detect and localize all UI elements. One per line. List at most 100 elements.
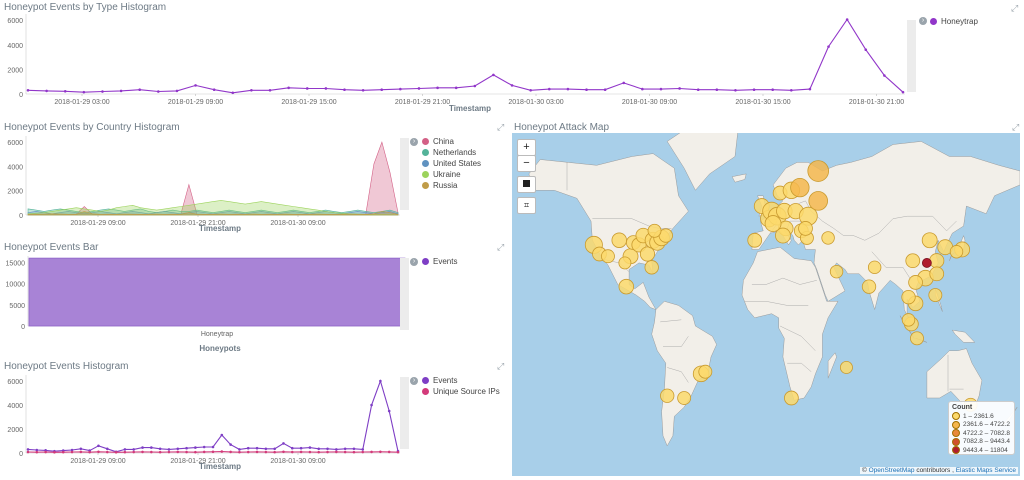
legend-strip (907, 20, 916, 92)
country-border (787, 362, 812, 372)
data-point (352, 447, 356, 451)
attack-marker (905, 253, 921, 269)
data-point (150, 446, 153, 449)
data-point (361, 448, 365, 451)
country-border (663, 336, 689, 347)
elastic-maps-service-link[interactable]: Elastic Maps Service (955, 467, 1017, 474)
data-point (343, 447, 347, 451)
data-point (379, 379, 382, 383)
legend-dot-icon (422, 149, 429, 156)
data-point (305, 87, 309, 90)
zoom-out-button[interactable]: − (517, 155, 536, 172)
legend-dot-icon (930, 18, 937, 25)
legend-strip (400, 258, 409, 330)
data-point (845, 18, 849, 21)
data-point (70, 450, 74, 454)
attack-marker (929, 266, 945, 282)
data-point (167, 448, 171, 451)
legend-dot-icon (422, 388, 429, 395)
data-point (101, 90, 104, 93)
legend-toggle-icon[interactable]: › (410, 377, 418, 385)
area-series-ukraine (27, 200, 399, 216)
y-tick-label: 6000 (7, 140, 23, 147)
data-point (88, 450, 91, 454)
legend-item[interactable]: Unique Source IPs (422, 386, 500, 397)
attack-marker (910, 331, 924, 346)
legend-label: China (433, 137, 454, 146)
fit-bounds-button[interactable]: ⌗ (517, 197, 536, 214)
x-tick-label: 2018-01-30 09:00 (270, 458, 325, 465)
data-point (229, 443, 232, 446)
data-point (105, 450, 109, 454)
data-point (268, 89, 272, 92)
data-point (150, 450, 153, 454)
legend-label: Events (433, 257, 458, 266)
data-point (185, 450, 188, 454)
data-point (282, 442, 285, 445)
x-tick-label: 2018-01-29 09:00 (168, 99, 223, 106)
legend-item[interactable]: Events (422, 256, 457, 267)
attack-map[interactable] (512, 133, 1020, 476)
legend-item[interactable]: Netherlands (422, 147, 481, 158)
legend-toggle-icon[interactable]: › (410, 138, 418, 146)
zoom-in-button[interactable]: + (517, 139, 536, 156)
attribution-mid-text: contributors , (916, 467, 954, 474)
legend-toggle-icon[interactable]: › (410, 258, 418, 266)
y-tick-label: 4000 (7, 403, 23, 410)
data-point (308, 446, 312, 449)
legend-item[interactable]: Events (422, 375, 500, 386)
data-point (370, 403, 373, 407)
x-tick-label: 2018-01-29 15:00 (281, 99, 336, 106)
legend-strip (400, 138, 409, 210)
legend-label: Russia (433, 181, 458, 190)
map-expand-icon[interactable]: ⤢ (1012, 122, 1020, 132)
land-shape (827, 352, 837, 379)
data-point (238, 448, 241, 451)
data-point (399, 87, 402, 91)
attack-marker (829, 264, 844, 279)
legend-item[interactable]: China (422, 136, 481, 147)
events-bar-chart: 0 5000 10000 15000 Honeytrap (6, 256, 406, 338)
expand-icon[interactable]: ⤢ (497, 122, 505, 132)
data-point (70, 448, 74, 452)
data-point (105, 447, 109, 451)
y-tick-label: 6000 (7, 379, 23, 386)
legend-dot-icon (422, 160, 429, 167)
legend-item[interactable]: Honeytrap (930, 16, 978, 27)
y-tick-label: 4000 (7, 43, 23, 50)
data-point (326, 447, 329, 451)
data-point (603, 88, 607, 91)
legend-dot-icon (422, 171, 429, 178)
data-point (290, 446, 294, 450)
data-point (436, 86, 439, 90)
data-point (167, 450, 171, 454)
data-point (202, 450, 206, 454)
attack-marker (929, 253, 945, 269)
y-tick-label: 6000 (7, 18, 23, 25)
draw-rectangle-button[interactable] (517, 176, 536, 193)
expand-icon[interactable]: ⤢ (497, 242, 505, 252)
data-point (417, 87, 421, 90)
y-tick-label: 2000 (7, 67, 23, 74)
x-tick-label: 2018-01-29 09:00 (70, 458, 125, 465)
panel-title: Honeypot Events Bar (4, 242, 99, 253)
attack-marker (861, 279, 877, 294)
data-point (326, 450, 329, 454)
data-point (211, 445, 215, 449)
data-point (158, 450, 162, 454)
x-tick-label: 2018-01-29 21:00 (170, 220, 225, 227)
land-shape (666, 133, 738, 191)
openstreetmap-link[interactable]: OpenStreetMap (868, 467, 915, 474)
attack-marker (821, 231, 835, 245)
expand-icon[interactable]: ⤢ (1011, 3, 1019, 13)
data-point (752, 88, 756, 91)
map-legend-label: 9443.4 – 11804 (963, 446, 1008, 454)
legend-dot-icon (422, 138, 429, 145)
legend-item[interactable]: Ukraine (422, 169, 481, 180)
data-point (622, 81, 626, 85)
expand-icon[interactable]: ⤢ (497, 361, 505, 371)
legend-item[interactable]: Russia (422, 180, 481, 191)
data-point (883, 74, 886, 77)
legend-toggle-icon[interactable]: › (919, 17, 927, 25)
legend-item[interactable]: United States (422, 158, 481, 169)
